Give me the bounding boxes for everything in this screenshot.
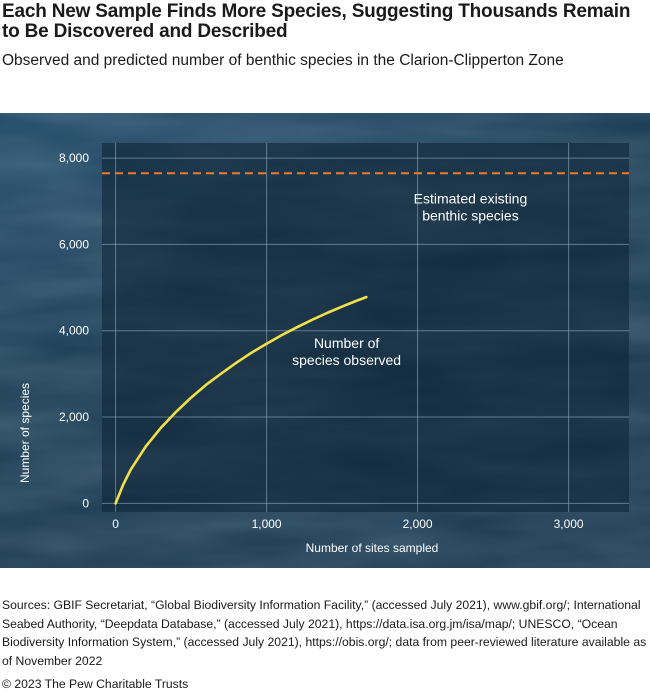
y-axis-title: Number of species xyxy=(18,382,32,483)
y-tick-label: 8,000 xyxy=(59,151,89,165)
x-tick-label: 3,000 xyxy=(554,517,584,531)
y-tick-labels: 0 2,000 4,000 6,000 8,000 xyxy=(59,151,89,510)
annotation-label: species observed xyxy=(292,352,401,368)
plot-area xyxy=(102,143,629,512)
copyright: © 2023 The Pew Charitable Trusts xyxy=(2,677,189,691)
x-tick-labels: 0 1,000 2,000 3,000 xyxy=(112,517,584,531)
chart-subtitle: Observed and predicted number of benthic… xyxy=(2,52,564,69)
x-tick-label: 1,000 xyxy=(252,517,282,531)
sources-note: Sources: GBIF Secretariat, “Global Biodi… xyxy=(2,598,647,668)
x-tick-label: 2,000 xyxy=(403,517,433,531)
x-axis-title: Number of sites sampled xyxy=(306,541,439,555)
y-tick-label: 4,000 xyxy=(59,324,89,338)
y-tick-label: 2,000 xyxy=(59,410,89,424)
annotation-label: benthic species xyxy=(422,207,519,223)
y-tick-label: 0 xyxy=(82,496,89,510)
chart-panel: Estimated existing benthic species Number … xyxy=(0,113,650,568)
observed-species-line xyxy=(114,295,368,505)
grid-lines xyxy=(102,143,629,512)
y-tick-label: 6,000 xyxy=(59,237,89,251)
series-layer xyxy=(102,172,629,505)
annotation-label: Number of xyxy=(314,335,379,351)
x-tick-label: 0 xyxy=(112,517,119,531)
chart-title: Each New Sample Finds More Species, Sugg… xyxy=(2,1,631,42)
annotation-label: Estimated existing xyxy=(414,190,528,206)
